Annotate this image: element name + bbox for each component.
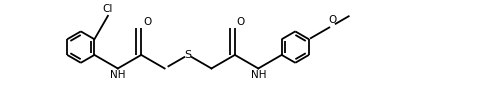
Text: O: O: [237, 17, 245, 27]
Text: NH: NH: [110, 70, 126, 80]
Text: O: O: [328, 15, 336, 25]
Text: S: S: [184, 50, 192, 60]
Text: Cl: Cl: [103, 4, 113, 14]
Text: O: O: [143, 17, 151, 27]
Text: NH: NH: [250, 70, 266, 80]
